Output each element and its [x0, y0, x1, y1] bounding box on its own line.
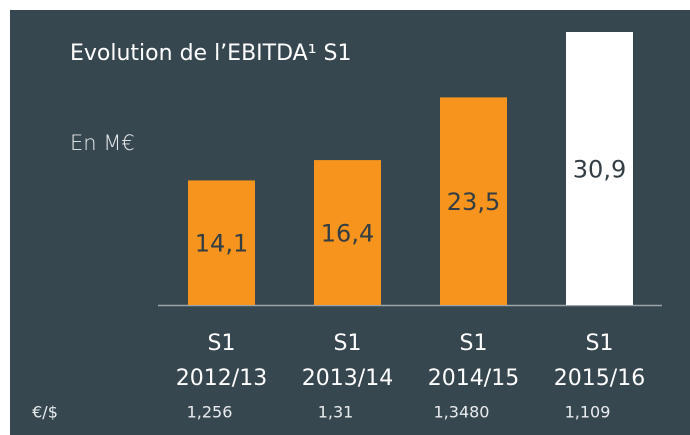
- x-tick-label: S1: [334, 331, 362, 356]
- rate-label: €/$: [32, 403, 58, 422]
- x-tick-label: 2013/14: [302, 366, 393, 391]
- x-tick-label: 2012/13: [176, 366, 267, 391]
- x-tick-label: S1: [586, 331, 614, 356]
- rate-value: 1,109: [565, 403, 611, 422]
- bar: [314, 160, 381, 305]
- bar: [566, 32, 633, 305]
- rate-value: 1,256: [187, 403, 233, 422]
- rate-value: 1,31: [318, 403, 354, 422]
- value-label: 14,1: [195, 230, 248, 258]
- value-label: 16,4: [321, 220, 374, 248]
- x-tick-label: S1: [208, 331, 236, 356]
- x-tick-label: S1: [460, 331, 488, 356]
- bar: [188, 180, 255, 305]
- unit-label: En M€: [70, 131, 135, 155]
- rate-value: 1,3480: [434, 403, 490, 422]
- x-tick-label: 2014/15: [428, 366, 519, 391]
- value-label: 23,5: [447, 188, 500, 216]
- value-label: 30,9: [573, 156, 626, 184]
- x-tick-label: 2015/16: [554, 366, 645, 391]
- bar: [440, 97, 507, 306]
- chart-title: Evolution de l’EBITDA¹ S1: [70, 41, 351, 66]
